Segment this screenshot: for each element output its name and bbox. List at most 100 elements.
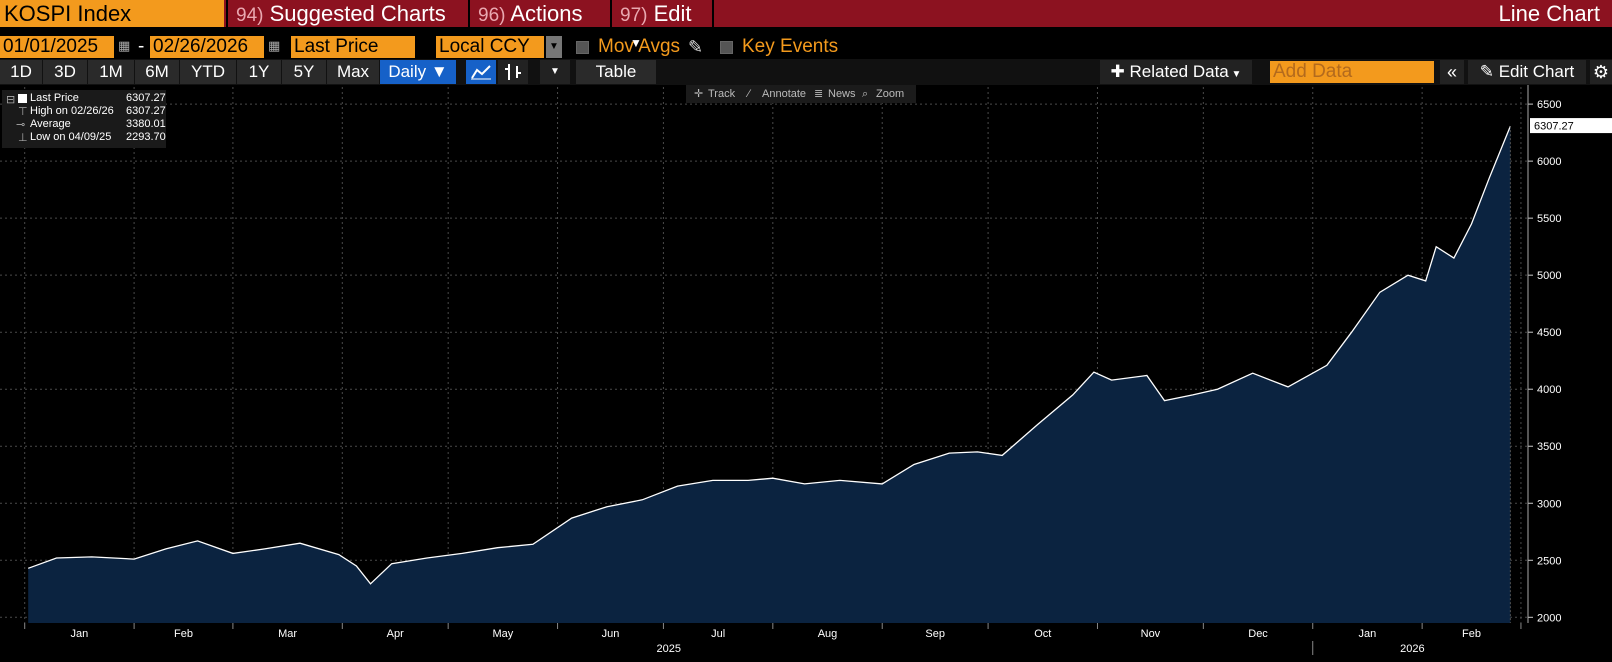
- x-month-label: Jan: [1359, 628, 1377, 640]
- legend-value-average: 3380.01: [126, 118, 166, 130]
- calendar-icon[interactable]: ▦: [268, 38, 281, 53]
- edit-chart-label: Edit Chart: [1498, 62, 1575, 81]
- legend-swatch: [18, 94, 27, 103]
- x-month-label: Jun: [602, 628, 620, 640]
- actions-menu[interactable]: 96) Actions ▼: [468, 0, 610, 50]
- price-line: [27, 125, 1512, 585]
- y-tick-label: 5500: [1537, 213, 1561, 225]
- y-tick-label: 6500: [1537, 99, 1561, 111]
- pencil-icon[interactable]: ✎: [688, 37, 704, 57]
- menu-label: Edit: [653, 1, 692, 26]
- range-button-5y[interactable]: 5Y: [282, 60, 326, 84]
- x-month-label: May: [492, 628, 513, 640]
- zoom-icon[interactable]: ⌕: [862, 88, 869, 100]
- legend-value-last-price: 6307.27: [126, 92, 166, 104]
- security-ticker[interactable]: KOSPI Index: [0, 0, 224, 27]
- edit-chart-button[interactable]: ✎ Edit Chart: [1468, 60, 1586, 84]
- related-data-label: Related Data: [1129, 62, 1229, 81]
- x-month-label: Dec: [1248, 628, 1268, 640]
- table-button[interactable]: Table: [576, 60, 656, 84]
- range-button-6m[interactable]: 6M: [135, 60, 179, 84]
- legend-value-low: 2293.70: [126, 131, 166, 143]
- price-chart[interactable]: 2000 2500 3000 3500 4000 4500 5000 5500 6000 6500…: [0, 85, 1612, 657]
- gear-icon[interactable]: ⚙: [1590, 60, 1612, 84]
- x-year-label: 2025: [656, 643, 680, 655]
- frequency-selector[interactable]: Daily ▼: [380, 60, 456, 84]
- x-month-label: Nov: [1141, 628, 1161, 640]
- add-data-input[interactable]: Add Data: [1270, 61, 1434, 83]
- edit-menu[interactable]: 97) Edit ▼: [610, 0, 714, 50]
- crosshair-icon[interactable]: ✛: [694, 88, 704, 100]
- menu-label: Suggested Charts: [269, 1, 446, 26]
- chart-legend: ⊟ Last Price 6307.27 ⊤ High on 02/26/26 …: [2, 90, 166, 148]
- menu-number: 96): [478, 5, 506, 26]
- legend-label-low: Low on 04/09/25: [30, 131, 112, 143]
- x-month-label: Jan: [71, 628, 89, 640]
- range-button-1y[interactable]: 1Y: [237, 60, 281, 84]
- y-tick-label: 4500: [1537, 327, 1561, 339]
- calendar-icon[interactable]: ▦: [118, 38, 131, 53]
- start-date-field[interactable]: 01/01/2025: [0, 36, 114, 58]
- x-month-label: Apr: [387, 628, 404, 640]
- news-button[interactable]: News: [828, 88, 856, 100]
- x-axis: Jan Feb Mar Apr May Jun Jul Aug Sep Oct Nov Dec Jan F…: [24, 623, 1522, 655]
- y-axis: 2000 2500 3000 3500 4000 4500 5000 5500 6000 6500…: [1527, 85, 1612, 624]
- y-tick-label: 3500: [1537, 441, 1561, 453]
- plus-icon: ✚: [1110, 62, 1130, 81]
- line-chart-icon[interactable]: [466, 60, 496, 84]
- track-button[interactable]: Track: [708, 88, 736, 100]
- currency-dropdown-icon[interactable]: ▼: [546, 36, 562, 58]
- field-selector[interactable]: Last Price: [291, 36, 415, 58]
- range-button-3d[interactable]: 3D: [43, 60, 87, 84]
- menu-label: Actions: [510, 1, 583, 26]
- zoom-button[interactable]: Zoom: [876, 88, 905, 100]
- average-marker-icon: ⊸: [16, 119, 26, 131]
- range-button-1m[interactable]: 1M: [88, 60, 134, 84]
- range-button-1d[interactable]: 1D: [0, 60, 42, 84]
- range-button-ytd[interactable]: YTD: [180, 60, 236, 84]
- annotate-pencil-icon[interactable]: ∕: [748, 88, 750, 100]
- x-year-label: 2026: [1400, 643, 1424, 655]
- key-events-label[interactable]: Key Events: [742, 36, 839, 57]
- caret-down-icon: ▼: [630, 36, 642, 50]
- key-events-checkbox[interactable]: [720, 41, 733, 54]
- x-month-label: Oct: [1034, 628, 1051, 640]
- low-marker-icon: ⊥: [18, 132, 28, 144]
- legend-label-last-price: Last Price: [30, 92, 79, 104]
- last-price-label: 6307.27: [1534, 121, 1574, 133]
- mov-avgs-checkbox[interactable]: [576, 41, 589, 54]
- range-toolbar: 1D 3D 1M 6M YTD 1Y 5Y Max Daily ▼ ▼ Tabl…: [0, 59, 1612, 85]
- currency-selector[interactable]: Local CCY: [436, 36, 544, 58]
- end-date-field[interactable]: 02/26/2026: [150, 36, 264, 58]
- y-tick-label: 2000: [1537, 612, 1561, 624]
- x-month-label: Mar: [278, 628, 297, 640]
- x-month-label: Sep: [925, 628, 945, 640]
- header-bar: KOSPI Index 94) Suggested Charts ▼ 96) A…: [0, 0, 1612, 50]
- news-icon[interactable]: ≣: [814, 88, 824, 100]
- annotate-button[interactable]: Annotate: [762, 88, 807, 100]
- chart-mini-toolbar: ✛ Track ∕ Annotate ≣ News ⌕ Zoom: [686, 85, 916, 103]
- pencil-icon: ✎: [1479, 62, 1499, 81]
- high-marker-icon: ⊤: [18, 106, 28, 118]
- bar-chart-icon[interactable]: [498, 60, 528, 84]
- chart-plot: [27, 125, 1512, 623]
- settings-row: 01/01/2025 ▦ - 02/26/2026 ▦ Last Price L…: [0, 33, 1612, 59]
- mov-avgs-label[interactable]: Mov Avgs: [598, 36, 681, 57]
- collapse-icon[interactable]: «: [1440, 60, 1464, 84]
- x-month-label: Feb: [1462, 628, 1481, 640]
- chart-type-title: Line Chart: [1498, 1, 1600, 26]
- last-price-tag: [1530, 118, 1612, 134]
- caret-down-icon: ▼: [1228, 69, 1242, 80]
- suggested-charts-menu[interactable]: 94) Suggested Charts ▼: [226, 0, 468, 50]
- chart-type-dropdown-icon[interactable]: ▼: [540, 60, 570, 84]
- related-data-menu[interactable]: ✚ Related Data ▼: [1100, 60, 1252, 84]
- y-tick-label: 6000: [1537, 156, 1561, 168]
- y-tick-label: 4000: [1537, 384, 1561, 396]
- range-button-max[interactable]: Max: [327, 60, 379, 84]
- x-month-label: Feb: [174, 628, 193, 640]
- x-month-label: Jul: [711, 628, 725, 640]
- y-tick-label: 5000: [1537, 270, 1561, 282]
- menu-number: 97): [620, 5, 648, 26]
- y-tick-label: 3000: [1537, 498, 1561, 510]
- menu-number: 94): [236, 5, 264, 26]
